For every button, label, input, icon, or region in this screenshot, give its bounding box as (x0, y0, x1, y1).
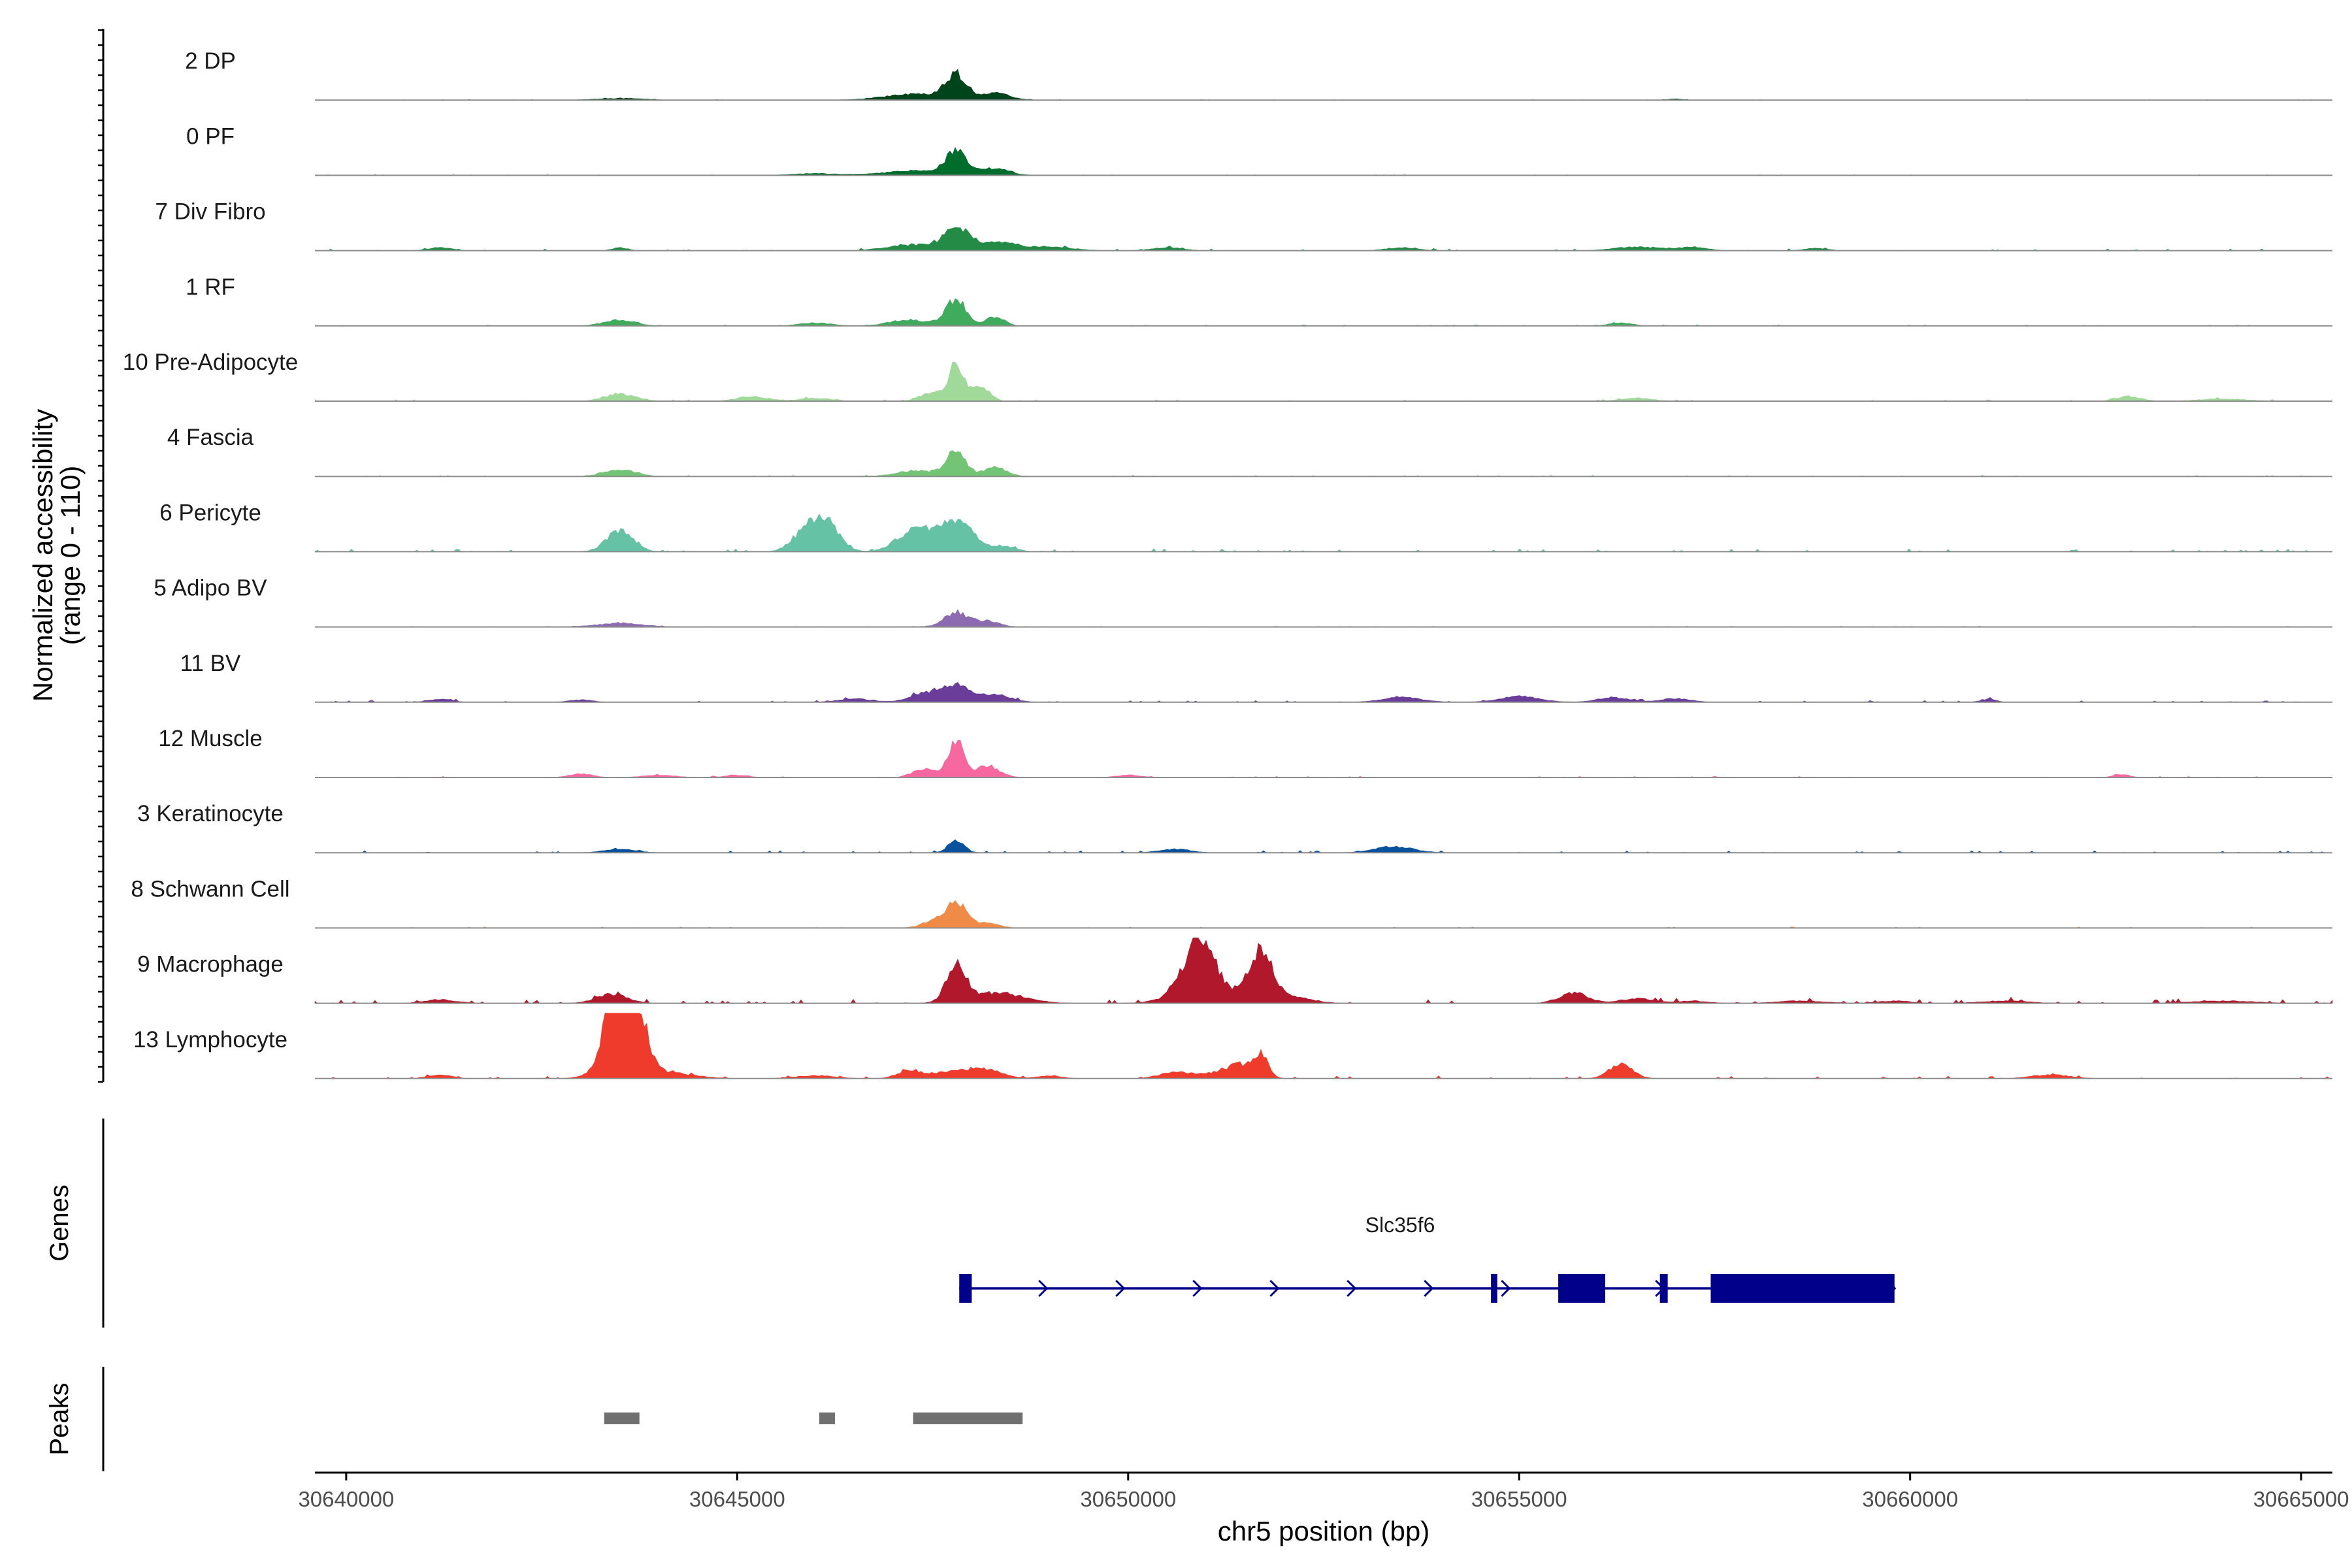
track-label-9-macrophage: 9 Macrophage (137, 952, 284, 977)
coverage-area-2-dp (314, 69, 2332, 101)
track-0-pf: 0 PF (186, 123, 2332, 176)
track-5-adipo-bv: 5 Adipo BV (154, 576, 2332, 628)
track-9-macrophage: 9 Macrophage (137, 938, 2333, 1004)
gene-exon-3 (1558, 1274, 1605, 1303)
gene-exon-1 (959, 1274, 972, 1303)
genes-panel: Genes Slc35f6 (45, 1119, 1897, 1328)
gene-model (959, 1274, 1897, 1303)
coverage-area-4-fascia (315, 450, 2332, 477)
peak-regions (604, 1413, 1023, 1424)
coverage-area-9-macrophage (314, 938, 2333, 1004)
strand-arrow-icon (1501, 1279, 1511, 1298)
track-label-7-div-fibro: 7 Div Fibro (155, 199, 265, 225)
track-7-div-fibro: 7 Div Fibro (155, 199, 2332, 252)
genes-panel-title: Genes (45, 1184, 74, 1262)
track-label-10-pre-adipocyte: 10 Pre-Adipocyte (123, 350, 298, 375)
peak-region-1 (604, 1413, 640, 1424)
coverage-area-8-schwann-cell (315, 900, 2332, 928)
x-tick-label: 30640000 (298, 1487, 394, 1511)
strand-arrow-icon (1424, 1279, 1434, 1298)
track-label-4-fascia: 4 Fascia (167, 425, 254, 450)
track-label-0-pf: 0 PF (186, 123, 235, 149)
x-tick-label: 30655000 (1471, 1487, 1567, 1511)
strand-arrow-icon (1038, 1279, 1049, 1298)
track-10-pre-adipocyte: 10 Pre-Adipocyte (123, 350, 2332, 402)
peak-region-2 (819, 1413, 835, 1424)
track-label-12-muscle: 12 Muscle (158, 726, 263, 751)
track-label-5-adipo-bv: 5 Adipo BV (154, 576, 267, 601)
track-label-1-rf: 1 RF (186, 274, 235, 300)
coverage-area-12-muscle (315, 740, 2332, 778)
peaks-panel-title: Peaks (45, 1382, 74, 1455)
gene-exon-5 (1710, 1274, 1895, 1303)
track-label-8-schwann-cell: 8 Schwann Cell (131, 876, 289, 902)
track-8-schwann-cell: 8 Schwann Cell (131, 876, 2332, 929)
track-4-fascia: 4 Fascia (167, 425, 2332, 478)
coverage-area-13-lymphocyte (315, 1013, 2332, 1079)
track-2-dp: 2 DP (185, 48, 2332, 101)
coverage-area-11-bv (315, 681, 2332, 703)
gene-label-slc35f6: Slc35f6 (1365, 1213, 1435, 1237)
accessibility-y-label: Normalized accessibility (27, 409, 58, 702)
coverage-area-7-div-fibro (315, 227, 2332, 251)
x-axis-title: chr5 position (bp) (1218, 1516, 1430, 1546)
x-tick-label: 30650000 (1080, 1487, 1176, 1511)
accessibility-y-axis: Normalized accessibility (range 0 - 110) (27, 29, 105, 1083)
strand-arrow-icon (1192, 1279, 1203, 1298)
x-tick-label: 30660000 (1862, 1487, 1958, 1511)
strand-arrow-icon (1347, 1279, 1357, 1298)
strand-arrow-icon (1115, 1279, 1126, 1298)
gene-exon-4 (1659, 1274, 1668, 1303)
track-11-bv: 11 BV (180, 651, 2332, 703)
track-label-3-keratinocyte: 3 Keratinocyte (137, 801, 284, 826)
track-3-keratinocyte: 3 Keratinocyte (137, 801, 2332, 854)
track-1-rf: 1 RF (186, 274, 2332, 327)
track-label-2-dp: 2 DP (185, 48, 236, 74)
peak-region-3 (913, 1413, 1023, 1424)
track-label-11-bv: 11 BV (180, 651, 241, 676)
track-13-lymphocyte: 13 Lymphocyte (133, 1013, 2332, 1079)
x-tick-label: 30645000 (689, 1487, 785, 1511)
strand-arrow-icon (1269, 1279, 1280, 1298)
peaks-panel: Peaks (45, 1367, 1023, 1471)
coverage-area-5-adipo-bv (315, 609, 2332, 627)
coverage-area-1-rf (315, 298, 2332, 327)
x-tick-label: 30665000 (2253, 1487, 2349, 1511)
coverage-area-3-keratinocyte (315, 839, 2332, 853)
coverage-tracks: 2 DP 0 PF 7 Div Fibro 1 RF 10 Pre-Adipocyte 4… (123, 48, 2333, 1079)
track-label-6-pericyte: 6 Pericyte (159, 500, 261, 525)
coverage-area-0-pf (315, 146, 2332, 176)
coverage-area-10-pre-adipocyte (314, 361, 2332, 402)
coverage-area-6-pericyte (314, 514, 2332, 552)
track-12-muscle: 12 Muscle (158, 726, 2332, 778)
accessibility-y-ticks (98, 29, 103, 1083)
x-ticks: 30640000 30645000 30650000 30655000 30660000… (298, 1473, 2349, 1511)
accessibility-y-range: (range 0 - 110) (55, 466, 86, 645)
track-label-13-lymphocyte: 13 Lymphocyte (133, 1027, 287, 1053)
track-6-pericyte: 6 Pericyte (159, 500, 2332, 553)
gene-exon-2 (1491, 1274, 1497, 1303)
x-axis: 30640000 30645000 30650000 30655000 30660000… (298, 1471, 2349, 1546)
